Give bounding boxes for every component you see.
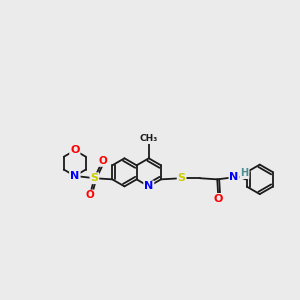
- Text: CH₃: CH₃: [140, 134, 158, 143]
- Text: N: N: [70, 171, 80, 181]
- Text: N: N: [144, 182, 153, 191]
- Text: N: N: [70, 171, 80, 181]
- Text: N: N: [230, 172, 239, 182]
- Text: O: O: [98, 156, 107, 166]
- Text: H: H: [241, 168, 249, 178]
- Text: O: O: [85, 190, 94, 200]
- Text: S: S: [178, 173, 186, 183]
- Text: O: O: [214, 194, 223, 204]
- Text: O: O: [70, 146, 80, 155]
- Text: S: S: [90, 173, 98, 183]
